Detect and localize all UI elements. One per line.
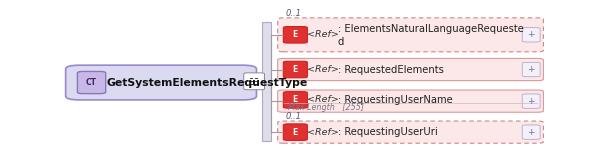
- Text: <Ref>: <Ref>: [307, 128, 339, 137]
- Bar: [255, 81, 258, 82]
- Text: : ElementsNaturalLanguageRequeste: : ElementsNaturalLanguageRequeste: [337, 24, 523, 34]
- Text: E: E: [292, 128, 298, 137]
- Bar: [250, 78, 253, 79]
- Text: 0..1: 0..1: [286, 112, 302, 121]
- Bar: [262, 22, 271, 141]
- Text: CT: CT: [86, 78, 97, 87]
- Text: GetSystemElementsRequestType: GetSystemElementsRequestType: [106, 78, 308, 88]
- Text: : RequestingUserName: : RequestingUserName: [337, 95, 452, 105]
- Text: Max Length   [255]: Max Length [255]: [288, 103, 364, 112]
- Text: <Ref>: <Ref>: [307, 65, 339, 74]
- FancyBboxPatch shape: [77, 71, 106, 94]
- Text: E: E: [292, 30, 298, 39]
- Text: <Ref>: <Ref>: [307, 30, 339, 39]
- Text: 0..1: 0..1: [286, 9, 302, 18]
- Bar: [255, 78, 258, 79]
- Text: E: E: [292, 95, 298, 104]
- FancyBboxPatch shape: [522, 62, 540, 77]
- Text: d: d: [337, 37, 344, 47]
- FancyBboxPatch shape: [283, 27, 308, 43]
- Bar: [255, 84, 258, 85]
- FancyBboxPatch shape: [278, 18, 544, 52]
- Text: +: +: [527, 128, 535, 137]
- FancyBboxPatch shape: [66, 65, 257, 100]
- Text: +: +: [527, 97, 535, 106]
- FancyBboxPatch shape: [283, 92, 308, 108]
- FancyBboxPatch shape: [522, 94, 540, 108]
- FancyBboxPatch shape: [278, 58, 544, 81]
- Text: : RequestedElements: : RequestedElements: [337, 65, 443, 75]
- FancyBboxPatch shape: [522, 125, 540, 139]
- FancyBboxPatch shape: [278, 121, 544, 143]
- Bar: [250, 81, 253, 82]
- Bar: [250, 84, 253, 85]
- FancyBboxPatch shape: [283, 124, 308, 140]
- Text: <Ref>: <Ref>: [307, 95, 339, 104]
- FancyBboxPatch shape: [522, 28, 540, 42]
- Text: +: +: [527, 65, 535, 74]
- Text: +: +: [527, 30, 535, 39]
- FancyBboxPatch shape: [278, 90, 544, 112]
- FancyBboxPatch shape: [283, 61, 308, 78]
- Text: : RequestingUserUri: : RequestingUserUri: [337, 127, 437, 137]
- FancyBboxPatch shape: [244, 73, 264, 90]
- Text: E: E: [292, 65, 298, 74]
